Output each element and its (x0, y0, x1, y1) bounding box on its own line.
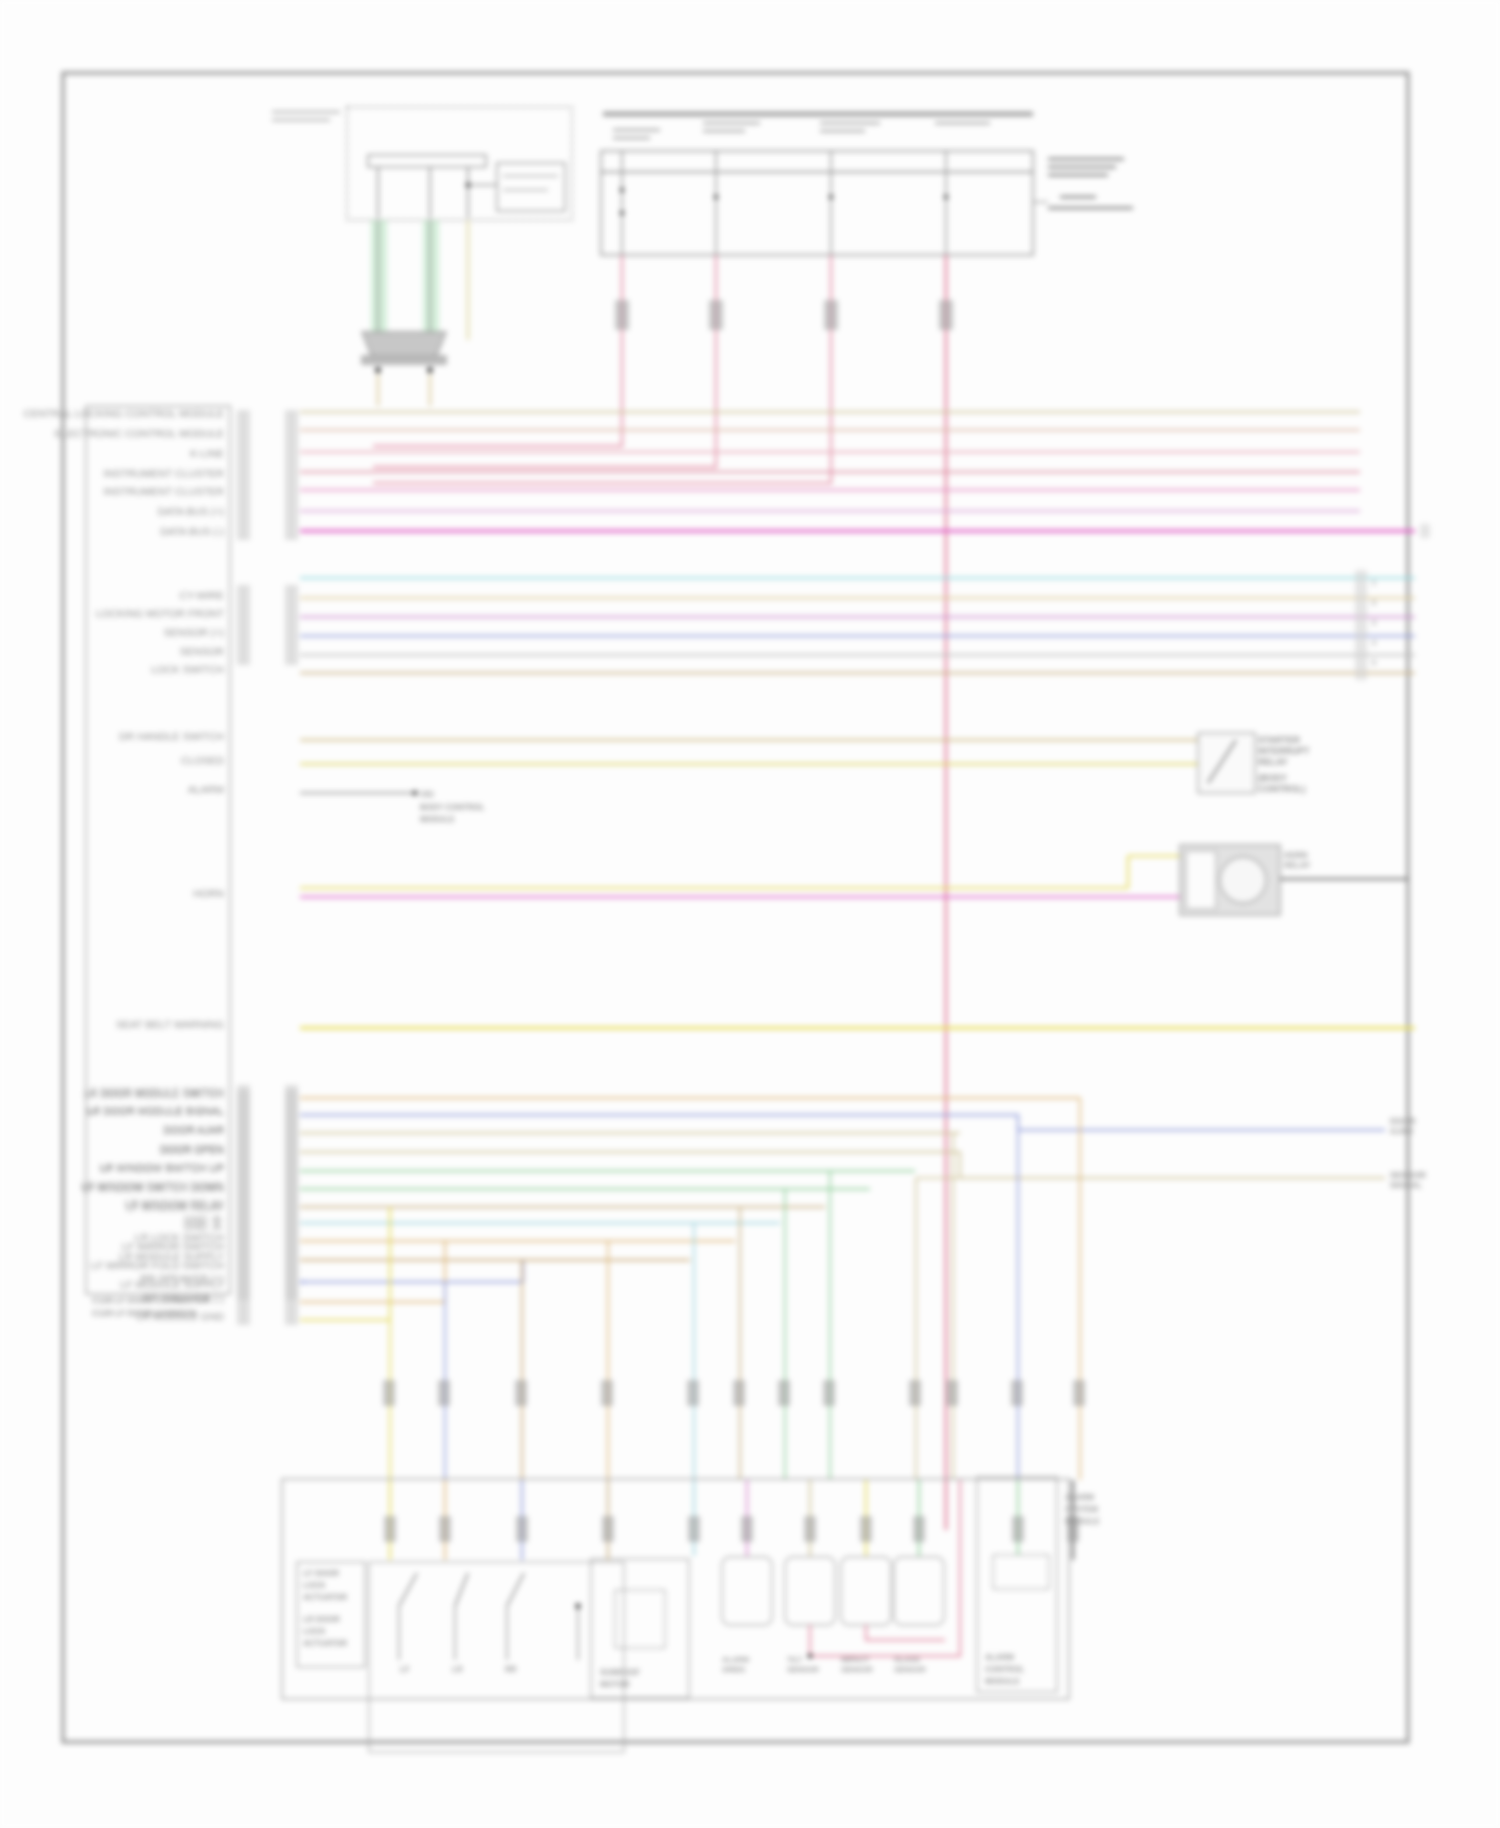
svg-text:STARTER: STARTER (1258, 735, 1300, 745)
svg-text:AJAR: AJAR (1390, 1126, 1413, 1136)
svg-text:ALARM: ALARM (1065, 1493, 1094, 1502)
svg-text:DOOR AJAR: DOOR AJAR (163, 1124, 224, 1136)
svg-text:LR DOOR MODULE SWITCH: LR DOOR MODULE SWITCH (84, 1089, 224, 1101)
svg-text:RELAY: RELAY (1284, 861, 1311, 870)
svg-text:LOCK SWITCH: LOCK SWITCH (151, 664, 224, 676)
svg-text:CY-WIRE: CY-WIRE (179, 590, 224, 602)
svg-text:DATA BUS (-): DATA BUS (-) (160, 526, 224, 538)
svg-text:LR WINDOW RELAY: LR WINDOW RELAY (125, 1198, 224, 1210)
svg-text:LR MODULE GND: LR MODULE GND (136, 1311, 224, 1323)
svg-text:LR DOOR: LR DOOR (303, 1615, 340, 1624)
svg-text:ALARM: ALARM (188, 784, 224, 796)
svg-text:SYSTEM: SYSTEM (1065, 1505, 1098, 1514)
svg-text:SENSOR (+): SENSOR (+) (164, 627, 224, 639)
svg-text:LR DOOR MODULE SIGNAL: LR DOOR MODULE SIGNAL (87, 1106, 224, 1118)
svg-text:CONTROL: CONTROL (985, 1665, 1025, 1674)
svg-text:RR SPEAKER (-): RR SPEAKER (-) (143, 1293, 224, 1305)
svg-text:INSTRUMENT CLUSTER: INSTRUMENT CLUSTER (103, 468, 224, 480)
svg-text:LOCK: LOCK (303, 1627, 326, 1636)
svg-text:MODULE: MODULE (985, 1677, 1020, 1686)
svg-text:LR LOCK SWITCH: LR LOCK SWITCH (135, 1232, 224, 1244)
svg-text:HORN: HORN (193, 888, 224, 900)
svg-text:DATA BUS (+): DATA BUS (+) (158, 506, 224, 518)
svg-text:TILT: TILT (787, 1655, 803, 1664)
svg-text:CLOSED: CLOSED (181, 755, 225, 767)
svg-text:CENTRAL LOCKING CONTROL MODULE: CENTRAL LOCKING CONTROL MODULE (24, 408, 225, 420)
svg-text:LR: LR (452, 1665, 463, 1674)
svg-text:ELECTRONIC CONTROL MODULE: ELECTRONIC CONTROL MODULE (55, 428, 224, 440)
svg-text:5: 5 (1372, 660, 1376, 667)
svg-text:(BODY: (BODY (1258, 773, 1287, 783)
svg-text:SIGNAL: SIGNAL (1390, 1180, 1422, 1190)
svg-text:LR WINDOW SWITCH UP: LR WINDOW SWITCH UP (100, 1162, 224, 1174)
svg-text:DOOR OPEN: DOOR OPEN (160, 1143, 224, 1155)
svg-text:ALARM: ALARM (985, 1653, 1014, 1662)
svg-text:ALARM: ALARM (722, 1655, 749, 1664)
svg-text:LF: LF (400, 1665, 410, 1674)
svg-text:1: 1 (1372, 580, 1376, 587)
svg-text:SENSOR: SENSOR (841, 1665, 873, 1674)
svg-text:LOCK: LOCK (303, 1581, 326, 1590)
svg-text:SENSOR: SENSOR (1390, 1170, 1426, 1180)
svg-text:GND -B-: GND -B- (184, 1214, 225, 1226)
svg-text:VIO: VIO (420, 790, 434, 799)
svg-text:HORN: HORN (1284, 851, 1308, 860)
svg-text:SIREN: SIREN (722, 1665, 745, 1674)
svg-text:2: 2 (1372, 600, 1376, 607)
svg-text:RR: RR (505, 1665, 517, 1674)
svg-text:LR WINDOW SWITCH DOWN: LR WINDOW SWITCH DOWN (81, 1180, 224, 1192)
svg-text:ACTUATOR: ACTUATOR (303, 1593, 347, 1602)
svg-text:SEAT BELT WARNING: SEAT BELT WARNING (116, 1019, 224, 1031)
svg-text:INTERRUPT: INTERRUPT (1258, 746, 1310, 756)
svg-text:RELAY: RELAY (1258, 757, 1288, 767)
svg-text:3: 3 (1372, 620, 1376, 627)
svg-text:INSTRUMENT CLUSTER: INSTRUMENT CLUSTER (103, 486, 224, 498)
svg-text:LR MODULE SUPPLY: LR MODULE SUPPLY (119, 1251, 224, 1263)
svg-text:SENSOR: SENSOR (787, 1665, 819, 1674)
svg-text:RR SPEAKER (+): RR SPEAKER (+) (140, 1273, 224, 1285)
svg-text:SENSOR: SENSOR (894, 1665, 926, 1674)
svg-text:MOTOR: MOTOR (600, 1680, 630, 1689)
svg-text:K-LINE: K-LINE (190, 448, 224, 460)
svg-text:SENSOR: SENSOR (180, 646, 225, 658)
svg-text:DR HANDLE SWITCH: DR HANDLE SWITCH (119, 731, 224, 743)
svg-text:ACTUATOR: ACTUATOR (303, 1639, 347, 1648)
svg-text:LF DOOR: LF DOOR (303, 1569, 339, 1578)
svg-text:DOOR: DOOR (1390, 1116, 1416, 1126)
svg-text:SUNROOF: SUNROOF (600, 1668, 640, 1677)
svg-text:BODY CONTROL: BODY CONTROL (420, 803, 485, 812)
svg-text:MODULE: MODULE (420, 815, 455, 824)
svg-text:LOCKING MOTOR FRONT: LOCKING MOTOR FRONT (96, 608, 225, 620)
svg-text:CONTROL): CONTROL) (1258, 784, 1306, 794)
svg-text:4: 4 (1372, 640, 1376, 647)
